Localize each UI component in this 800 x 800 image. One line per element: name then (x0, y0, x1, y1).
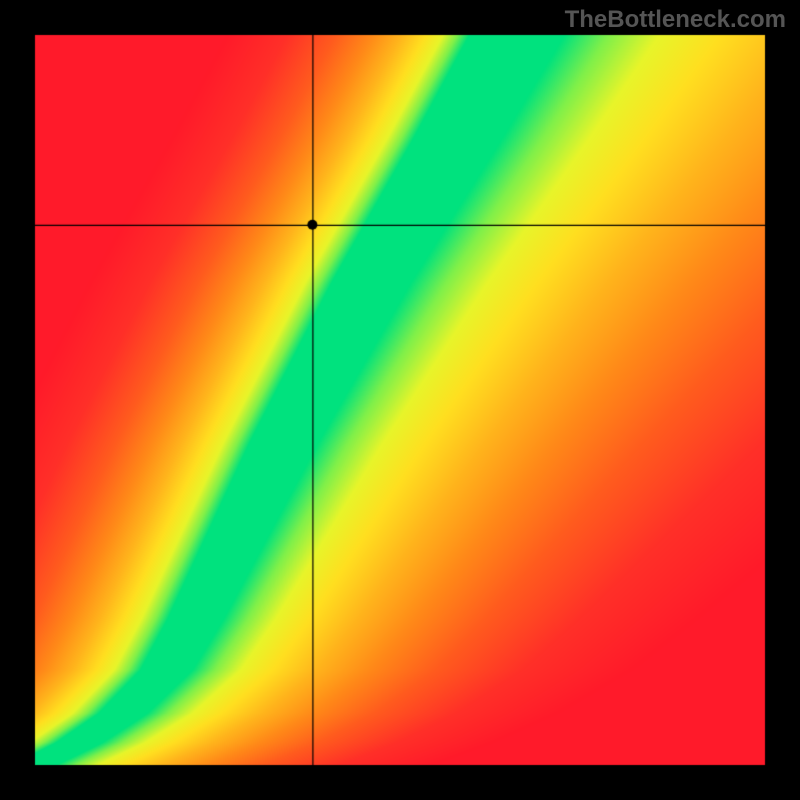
figure-root: TheBottleneck.com (0, 0, 800, 800)
heatmap-canvas (0, 0, 800, 800)
